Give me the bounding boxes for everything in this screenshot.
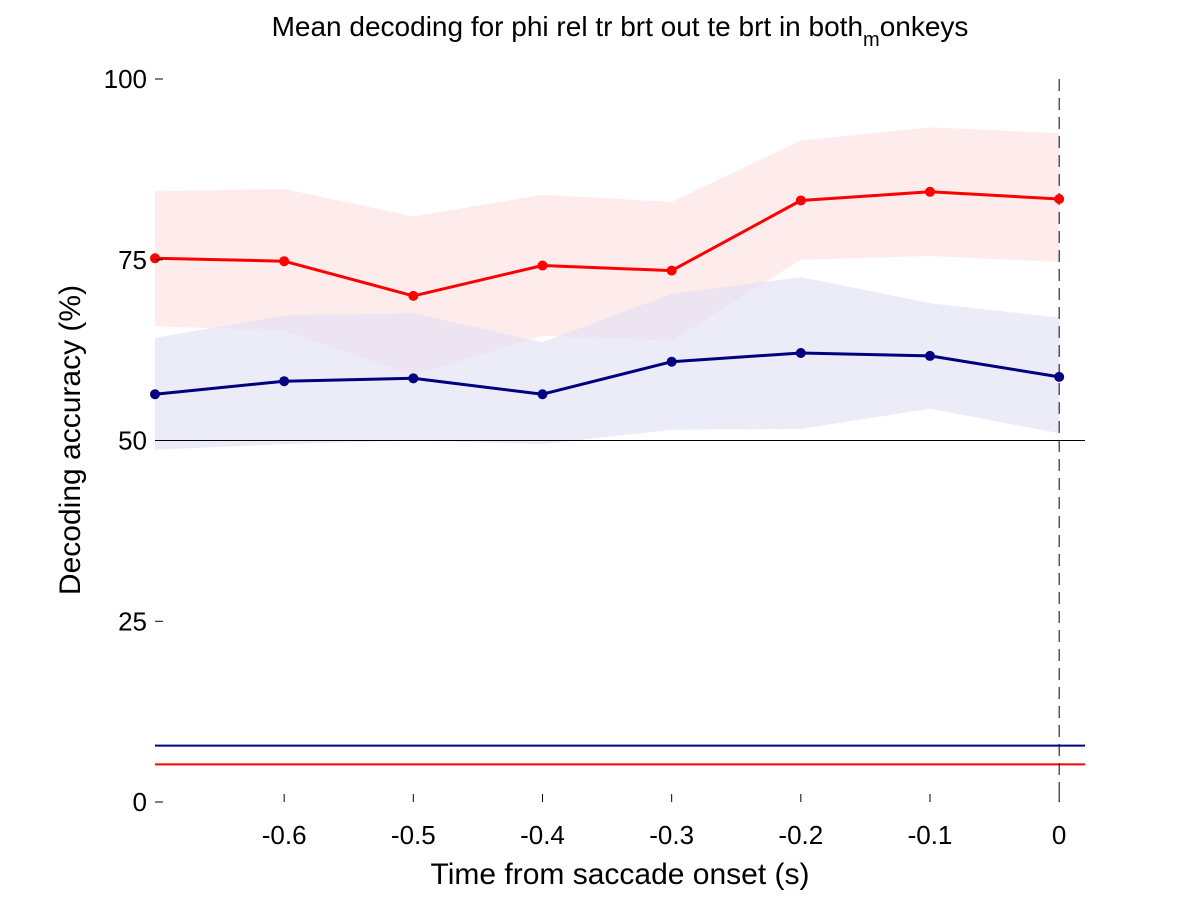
chart-title-subscript: m <box>863 29 880 51</box>
data-point-1-3 <box>537 389 548 400</box>
data-point-0-3 <box>537 260 548 271</box>
data-point-0-7 <box>1054 194 1065 205</box>
series-lines <box>150 186 1065 400</box>
x-axis-label: Time from saccade onset (s) <box>431 858 810 891</box>
confidence-bands <box>155 127 1060 450</box>
x-tick-label-4: -0.2 <box>778 820 823 850</box>
x-tick-label-6: 0 <box>1052 820 1066 850</box>
data-point-1-7 <box>1054 371 1065 382</box>
y-tick-label-0: 0 <box>133 787 147 817</box>
x-tick-label-2: -0.4 <box>520 820 565 850</box>
data-point-0-0 <box>150 253 160 264</box>
y-tick-label-4: 100 <box>104 64 147 94</box>
x-tick-label-3: -0.3 <box>649 820 694 850</box>
y-tick-label-2: 50 <box>118 426 147 456</box>
y-tick-label-3: 75 <box>118 245 147 275</box>
data-point-1-0 <box>150 389 160 400</box>
data-point-1-6 <box>925 350 935 361</box>
data-point-0-2 <box>408 290 419 301</box>
x-tick-label-0: -0.6 <box>262 820 307 850</box>
data-point-1-1 <box>279 376 290 387</box>
chart-title-tail: onkeys <box>880 11 969 42</box>
series-line-0 <box>154 190 1060 298</box>
data-point-1-4 <box>666 356 677 367</box>
y-axis-label: Decoding accuracy (%) <box>54 285 87 595</box>
x-axis: -0.6 -0.5 -0.4 -0.3 -0.2 -0.1 0 <box>262 794 1066 850</box>
chart-title: Mean decoding for phi rel tr brt out te … <box>272 11 969 51</box>
y-tick-label-1: 25 <box>118 606 147 636</box>
data-point-0-4 <box>666 265 677 276</box>
series-line-1 <box>154 351 1060 396</box>
x-tick-label-1: -0.5 <box>391 820 436 850</box>
confidence-band-0 <box>155 127 1060 376</box>
data-point-0-5 <box>795 195 806 206</box>
data-point-1-5 <box>795 348 806 359</box>
chart-title-main: Mean decoding for phi rel tr brt out te … <box>272 11 863 42</box>
x-tick-label-5: -0.1 <box>908 820 953 850</box>
data-point-0-1 <box>279 256 290 267</box>
confidence-band-1 <box>155 277 1060 450</box>
data-point-1-2 <box>408 373 419 384</box>
y-axis: 0 25 50 75 100 <box>104 64 163 817</box>
data-point-0-6 <box>925 186 935 197</box>
